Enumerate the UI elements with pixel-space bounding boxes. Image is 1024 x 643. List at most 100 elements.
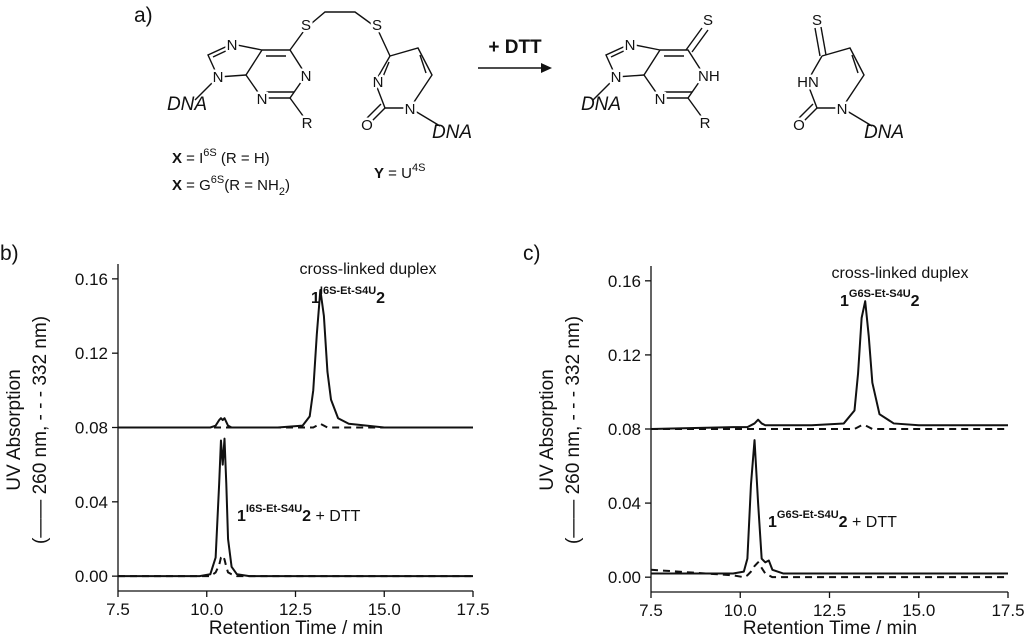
product-purine: N N NH N R S DNA (581, 10, 722, 135)
caption: X = I6S (R = H) (172, 147, 270, 167)
caption-sup: 6S (203, 147, 216, 159)
annotation-part: + DTT (311, 508, 361, 525)
atom-label: N (213, 69, 224, 86)
x-tick-label: 15.0 (368, 600, 401, 619)
y-tick-label: 0.00 (608, 568, 641, 587)
reagent: + DTT (488, 37, 542, 58)
atom-label: S (372, 17, 382, 34)
atom-label: N (373, 74, 384, 91)
y-tick-label: 0.12 (608, 346, 641, 365)
caption-part: = U (384, 165, 412, 182)
panel-label: c) (523, 242, 541, 265)
y-axis-note: (—— 260 nm, - - - 332 nm) (30, 316, 51, 544)
reaction-scheme: a) N N N N R S S N N O DNA DNA (134, 4, 904, 198)
y-tick-label: 0.12 (75, 344, 108, 363)
annotation: 1G6S-Et-S4U2 + DTT (768, 509, 897, 531)
y-tick-label: 0.04 (608, 494, 641, 513)
annotation-part: 2 (839, 514, 848, 531)
product-pyrimidine: S HN N O DNA (791, 10, 904, 144)
dna-label: DNA (167, 94, 207, 115)
annotation: cross-linked duplex (832, 265, 969, 282)
atom-label: N (405, 101, 416, 118)
y-tick-label: 0.08 (608, 420, 641, 439)
atom-label: O (793, 117, 805, 134)
x-tick-label: 10.0 (190, 600, 223, 619)
caption-part: = G (182, 177, 211, 194)
trace (651, 439, 1008, 575)
caption-part: (R = H) (217, 150, 270, 167)
caption: Y = U4S (374, 162, 425, 182)
atom-label: S (812, 12, 822, 29)
caption-sup: 6S (211, 174, 224, 186)
x-tick-label: 12.5 (279, 600, 312, 619)
purine-bonds (194, 27, 307, 121)
annotation: 1I6S-Et-S4U2 + DTT (237, 503, 361, 525)
trace (650, 561, 1008, 579)
x-axis-label: Retention Time / min (743, 618, 917, 639)
atom-label: R (700, 115, 711, 132)
dna-label: DNA (864, 122, 904, 143)
annotation-sup: G6S-Et-S4U (777, 509, 839, 521)
atom-label: N (655, 91, 666, 108)
annotation: 1G6S-Et-S4U2 (840, 288, 920, 310)
panel-label: a) (134, 4, 153, 27)
x-tick-label: 15.0 (902, 601, 935, 620)
annotation-part: 1 (237, 508, 246, 525)
atom-label: NH (698, 68, 720, 85)
annotation-sup: G6S-Et-S4U (849, 288, 911, 300)
annotation-part: + DTT (848, 514, 898, 531)
x-tick-label: 17.5 (991, 601, 1024, 620)
y-tick-label: 0.04 (75, 493, 108, 512)
annotation: 1I6S-Et-S4U2 (311, 285, 385, 307)
trace (650, 300, 1008, 430)
y-axis-label: UV Absorption (4, 369, 25, 490)
x-tick-label: 17.5 (456, 600, 489, 619)
x-tick-label: 7.5 (106, 600, 130, 619)
atom-label: N (301, 68, 312, 85)
x-tick-label: 10.0 (724, 601, 757, 620)
annotation-part: 1 (840, 293, 849, 310)
trace (651, 424, 1008, 430)
linker-bonds (305, 11, 391, 57)
caption-part: (R = NH (224, 177, 279, 194)
caption-sub: 2 (279, 186, 285, 198)
x-axis-label: Retention Time / min (209, 618, 383, 639)
trace (118, 422, 473, 429)
annotation-part: 2 (376, 290, 385, 307)
annotation-part: 1 (311, 290, 320, 307)
annotation-part: 2 (302, 508, 311, 525)
y-axis-note: (—— 260 nm, - - - 332 nm) (563, 316, 584, 544)
atom-label: S (301, 17, 311, 34)
atom-label: N (625, 37, 636, 54)
arrow-head (541, 63, 552, 73)
annotation-sup: I6S-Et-S4U (246, 503, 302, 515)
y-tick-label: 0.00 (75, 567, 108, 586)
dna-label: DNA (432, 122, 472, 143)
annotation-part: 1 (768, 514, 777, 531)
atom-label: N (257, 91, 268, 108)
caption-part: Y (374, 165, 384, 182)
caption: X = G6S(R = NH2) (172, 174, 290, 198)
x-tick-label: 12.5 (813, 601, 846, 620)
trace (118, 554, 473, 578)
annotation-part: 2 (911, 293, 920, 310)
y-tick-label: 0.16 (608, 272, 641, 291)
y-tick-label: 0.16 (75, 270, 108, 289)
caption-part: = I (182, 150, 203, 167)
trace (118, 289, 473, 429)
atom-label: O (361, 117, 373, 134)
atom-label: N (837, 101, 848, 118)
atom-label: R (302, 115, 313, 132)
atom-label: N (227, 37, 238, 54)
panel-label: b) (0, 242, 19, 265)
y-axis-label: UV Absorption (537, 369, 558, 490)
y-tick-label: 0.08 (75, 419, 108, 438)
pyrimidine-bonds (365, 47, 441, 127)
atom-label: S (703, 12, 713, 29)
caption-part: ) (285, 177, 290, 194)
caption-sup: 4S (412, 162, 425, 174)
dna-label: DNA (581, 94, 621, 115)
caption-part: X (172, 150, 182, 167)
x-tick-label: 7.5 (639, 601, 663, 620)
